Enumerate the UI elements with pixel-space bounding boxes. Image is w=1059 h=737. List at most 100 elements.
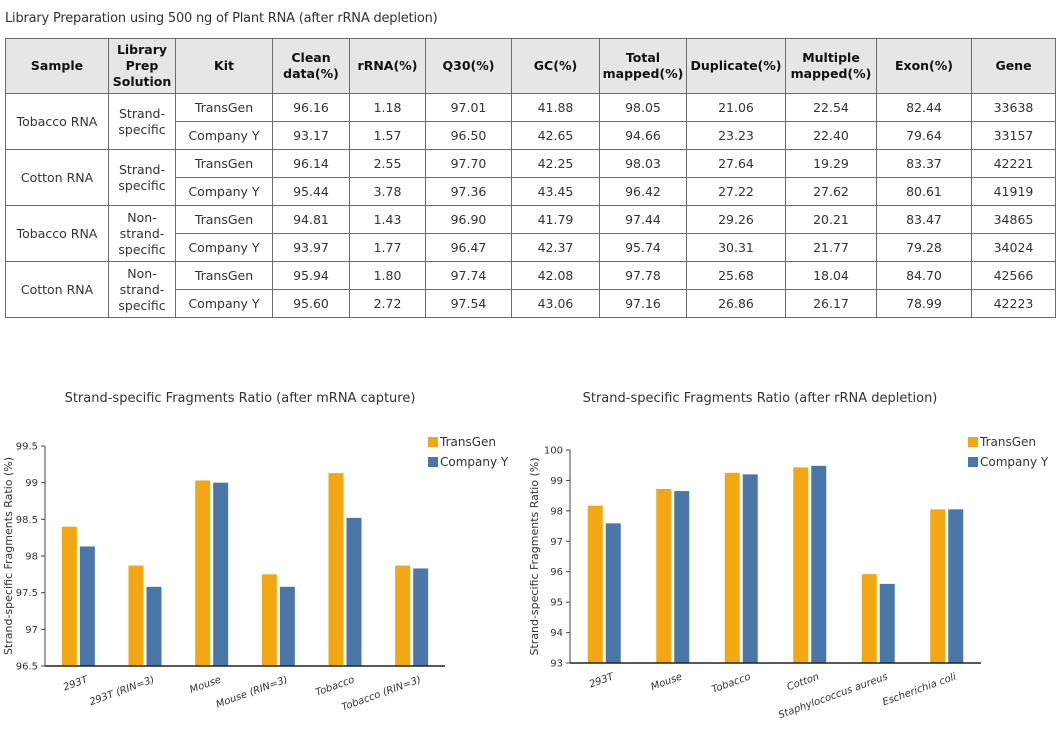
cell-value: 96.16	[272, 93, 350, 122]
cell-value: 18.04	[785, 261, 877, 290]
cell-sample: Tobacco RNA	[5, 93, 109, 150]
header-gene: Gene	[971, 38, 1056, 94]
chart-title: Strand-specific Fragments Ratio (after m…	[65, 391, 416, 406]
legend-label: TransGen	[439, 435, 496, 449]
cell-value: 26.17	[785, 289, 877, 318]
table-row: Company Y 93.97 1.77 96.47 42.37 95.74 30.31 21…	[6, 233, 1056, 262]
y-tick-label: 99.5	[16, 442, 38, 453]
bar-company-y	[279, 586, 295, 666]
cell-value: 98.05	[599, 93, 687, 122]
cell-kit: Company Y	[175, 289, 273, 318]
cell-value: 27.62	[785, 177, 877, 206]
cell-value: 22.40	[785, 121, 877, 150]
cell-kit: TransGen	[175, 205, 273, 234]
bar-transgen	[930, 509, 946, 663]
cell-value: 27.22	[686, 177, 786, 206]
cell-library-prep: Non-strand-specific	[108, 261, 176, 318]
table-title: Library Preparation using 500 ng of Plan…	[5, 11, 438, 26]
cell-value: 97.70	[425, 149, 512, 178]
header-library-prep: Library Prep Solution	[108, 38, 176, 94]
bar-transgen	[395, 565, 411, 666]
header-rrna: rRNA(%)	[349, 38, 426, 94]
y-tick-label: 95	[550, 598, 563, 609]
cell-value: 29.26	[686, 205, 786, 234]
chart-title: Strand-specific Fragments Ratio (after r…	[583, 391, 938, 406]
cell-value: 1.18	[349, 93, 426, 122]
y-tick-label: 100	[544, 446, 563, 457]
cell-kit: Company Y	[175, 233, 273, 262]
cell-kit: TransGen	[175, 149, 273, 178]
bar-transgen	[656, 488, 672, 663]
cell-kit: Company Y	[175, 121, 273, 150]
table-body: Tobacco RNA Strand-specific TransGen 96.16 1…	[5, 93, 1056, 318]
y-tick-label: 96	[550, 567, 563, 578]
bar-transgen	[195, 480, 211, 666]
cell-value: 43.06	[511, 289, 600, 318]
cell-value: 82.44	[876, 93, 972, 122]
bar-transgen	[793, 467, 809, 663]
x-category-label: 293T (RIN=3)	[88, 674, 156, 708]
header-duplicate: Duplicate(%)	[686, 38, 786, 94]
cell-value: 1.43	[349, 205, 426, 234]
cell-value: 97.78	[599, 261, 687, 290]
y-tick-label: 94	[550, 628, 563, 639]
cell-value: 22.54	[785, 93, 877, 122]
table-row: Tobacco RNA Strand-specific TransGen 96.16 1…	[5, 93, 1056, 150]
cell-value: 42.65	[511, 121, 600, 150]
cell-value: 97.36	[425, 177, 512, 206]
cell-value: 42221	[971, 149, 1056, 178]
cell-sample: Cotton RNA	[5, 149, 109, 206]
cell-library-prep: Strand-specific	[108, 93, 176, 150]
chart-svg-rrna-depletion: Strand-specific Fragments Ratio (after r…	[528, 391, 1049, 721]
cell-value: 33157	[971, 121, 1056, 150]
cell-value: 96.90	[425, 205, 512, 234]
bar-company-y	[146, 586, 162, 666]
cell-value: 25.68	[686, 261, 786, 290]
cell-value: 19.29	[785, 149, 877, 178]
y-tick-label: 99	[550, 476, 563, 487]
bar-transgen	[328, 473, 344, 666]
cell-value: 83.37	[876, 149, 972, 178]
cell-library-prep: Non-strand-specific	[108, 205, 176, 262]
cell-value: 97.44	[599, 205, 687, 234]
chart-rrna-depletion: Strand-specific Fragments Ratio (after r…	[528, 380, 1059, 737]
cell-value: 42223	[971, 289, 1056, 318]
cell-value: 83.47	[876, 205, 972, 234]
y-tick-label: 98	[25, 552, 38, 563]
y-tick-label: 97	[25, 625, 38, 636]
cell-value: 93.17	[272, 121, 350, 150]
cell-value: 42.25	[511, 149, 600, 178]
cell-value: 2.72	[349, 289, 426, 318]
table-row: Company Y 95.44 3.78 97.36 43.45 96.42 27.22 27…	[6, 177, 1056, 206]
x-category-label: 293T	[62, 674, 90, 693]
cell-value: 95.74	[599, 233, 687, 262]
cell-value: 93.97	[272, 233, 350, 262]
cell-kit: TransGen	[175, 93, 273, 122]
x-category-label: Mouse (RIN=3)	[215, 674, 290, 710]
y-tick-label: 96.5	[16, 662, 38, 673]
cell-value: 96.50	[425, 121, 512, 150]
cell-value: 21.77	[785, 233, 877, 262]
cell-value: 41.79	[511, 205, 600, 234]
cell-value: 1.77	[349, 233, 426, 262]
cell-value: 97.54	[425, 289, 512, 318]
legend-label: TransGen	[979, 435, 1036, 449]
header-exon: Exon(%)	[876, 38, 972, 94]
legend-swatch-transgen	[428, 437, 438, 447]
cell-value: 78.99	[876, 289, 972, 318]
bar-company-y	[811, 465, 827, 663]
cell-kit: Company Y	[175, 177, 273, 206]
cell-value: 84.70	[876, 261, 972, 290]
cell-value: 97.74	[425, 261, 512, 290]
x-category-label: Escherichia coli	[881, 671, 958, 708]
cell-kit: TransGen	[175, 261, 273, 290]
results-table: Sample Library Prep Solution Kit Clean d…	[5, 38, 1056, 318]
cell-value: 41.88	[511, 93, 600, 122]
bar-company-y	[605, 523, 621, 663]
bar-transgen	[128, 565, 144, 666]
chart-svg-mrna-capture: Strand-specific Fragments Ratio (after m…	[2, 391, 509, 713]
bar-company-y	[948, 509, 964, 663]
bar-company-y	[213, 482, 229, 666]
x-category-label: 293T	[588, 671, 616, 690]
header-kit: Kit	[175, 38, 273, 94]
